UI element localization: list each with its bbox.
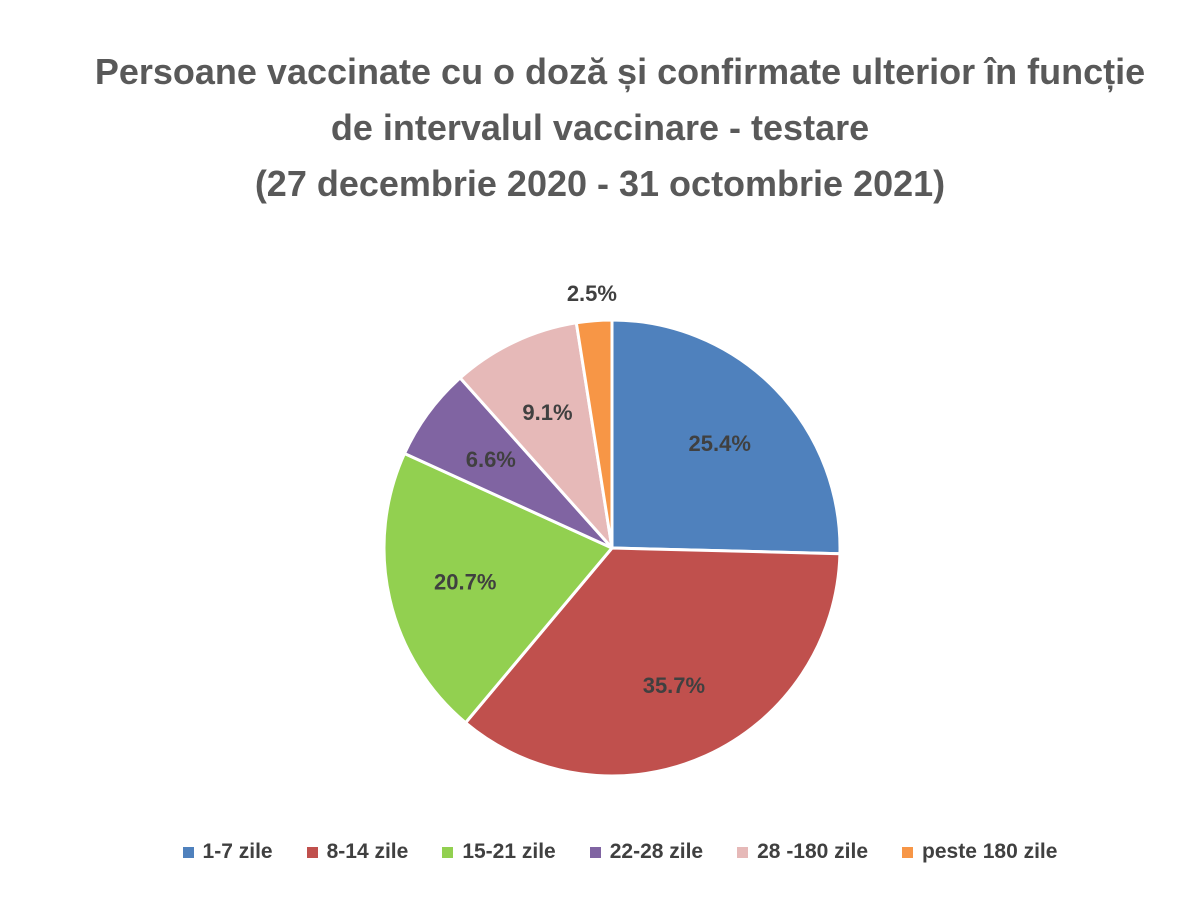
data-label-peste-180-zile: 2.5% xyxy=(567,281,617,306)
legend-item-8-14-zile: 8-14 zile xyxy=(306,840,409,864)
legend-label: 22-28 zile xyxy=(609,840,704,863)
legend-swatch xyxy=(182,846,194,858)
data-label-15-21-zile: 20.7% xyxy=(434,569,496,594)
data-label-22-28-zile: 6.6% xyxy=(466,447,516,472)
legend-swatch xyxy=(737,846,749,858)
legend-label: 28 -180 zile xyxy=(757,840,869,863)
data-label-8-14-zile: 35.7% xyxy=(643,673,705,698)
pie-slice-peste-180-zile xyxy=(574,318,614,550)
legend-item-22-28-zile: 22-28 zile xyxy=(589,840,704,864)
pie-slice-28-180-zile xyxy=(458,321,614,550)
pie-slice-15-21-zile xyxy=(382,452,614,725)
pie-slice-1-7-zile xyxy=(610,318,842,556)
legend-swatch xyxy=(589,846,601,858)
chart-title-line-3: (27 decembrie 2020 - 31 octombrie 2021) xyxy=(254,163,946,204)
legend-item-15-21-zile: 15-21 zile xyxy=(442,840,556,864)
pie-slices xyxy=(382,318,842,778)
legend-item-peste-180-zile: peste 180 zile xyxy=(902,840,1057,864)
legend-swatch xyxy=(442,846,454,858)
legend-item-1-7-zile: 1-7 zile xyxy=(182,840,273,864)
chart-title-line-2: de intervalul vaccinare - testare xyxy=(330,107,870,148)
pie-slice-8-14-zile xyxy=(464,546,842,778)
legend-item-28-180-zile: 28 -180 zile xyxy=(737,840,868,864)
chart-title: Persoane vaccinate cu o doză și confirma… xyxy=(0,44,1200,212)
data-label-1-7-zile: 25.4% xyxy=(689,431,751,456)
legend-label: 8-14 zile xyxy=(326,840,409,863)
legend-label: 15-21 zile xyxy=(462,840,556,863)
pie-data-labels: 25.4% 35.7% 20.7% 6.6%9.1% 2.5% xyxy=(434,281,751,698)
legend-swatch xyxy=(902,846,914,858)
data-label-28-180-zile: 9.1% xyxy=(522,400,572,425)
legend-label: peste 180 zile xyxy=(922,840,1058,863)
legend-label: 1-7 zile xyxy=(202,840,273,863)
chart-title-line-1: Persoane vaccinate cu o doză și confirma… xyxy=(94,51,1146,92)
legend: 1-7 zile 8-14 zile 15-21 zile 22-28 zile 28 … xyxy=(0,840,1200,864)
legend-swatch xyxy=(306,846,318,858)
